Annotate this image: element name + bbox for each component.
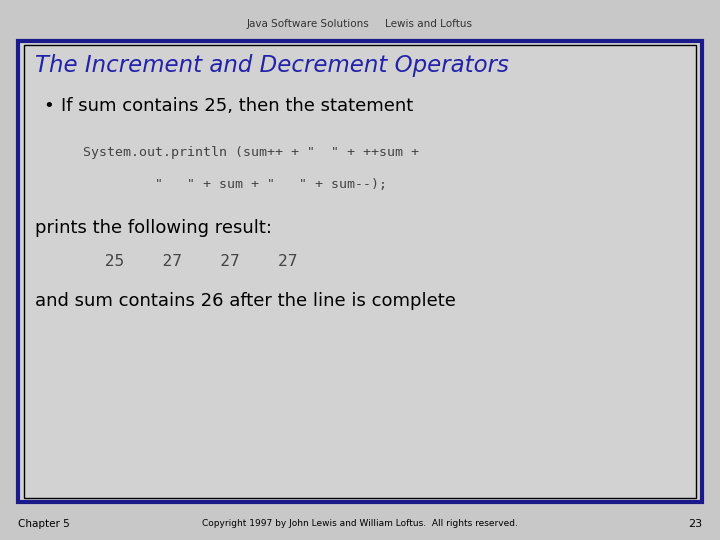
Text: The Increment and Decrement Operators: The Increment and Decrement Operators [35, 54, 508, 77]
Text: Java Software Solutions     Lewis and Loftus: Java Software Solutions Lewis and Loftus [247, 19, 473, 29]
FancyBboxPatch shape [18, 40, 702, 502]
Text: Copyright 1997 by John Lewis and William Loftus.  All rights reserved.: Copyright 1997 by John Lewis and William… [202, 519, 518, 528]
Text: Chapter 5: Chapter 5 [18, 519, 70, 529]
Text: "   " + sum + "   " + sum--);: " " + sum + " " + sum--); [83, 178, 387, 191]
Text: If sum contains 25, then the statement: If sum contains 25, then the statement [61, 97, 413, 115]
Text: 23: 23 [688, 519, 702, 529]
Text: prints the following result:: prints the following result: [35, 219, 271, 237]
Text: and sum contains 26 after the line is complete: and sum contains 26 after the line is co… [35, 292, 456, 309]
Text: 25    27    27    27: 25 27 27 27 [76, 254, 297, 269]
Text: System.out.println (sum++ + "  " + ++sum +: System.out.println (sum++ + " " + ++sum … [83, 146, 419, 159]
Text: •: • [43, 97, 54, 115]
